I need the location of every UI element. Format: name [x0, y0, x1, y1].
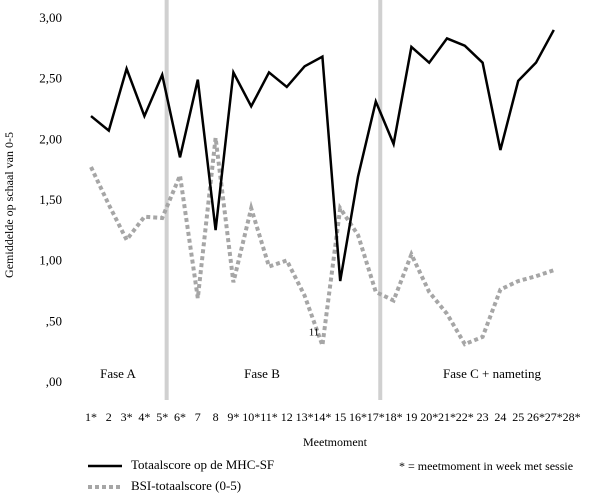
x-tick-label: 21*: [438, 410, 456, 424]
legend-label: BSI-totaalscore (0-5): [131, 478, 241, 493]
x-tick-label: 28*: [563, 410, 581, 424]
y-tick-label: 1,00: [39, 253, 62, 268]
y-tick-label: ,00: [46, 374, 62, 389]
x-tick-label: 12: [281, 410, 293, 424]
x-tick-label: 9*: [227, 410, 239, 424]
y-tick-label: 2,50: [39, 71, 62, 86]
x-tick-label: 14*: [313, 410, 331, 424]
x-tick-label: 7: [195, 410, 201, 424]
y-tick-label: 3,00: [39, 10, 62, 25]
y-tick-label: 2,00: [39, 131, 62, 146]
series-line: [89, 137, 555, 347]
x-tick-label: 8: [213, 410, 219, 424]
y-axis-label: Gemiddelde op schaal van 0-5: [2, 132, 16, 278]
x-axis-label: Meetmoment: [303, 435, 368, 449]
x-tick-label: 22*: [456, 410, 474, 424]
x-tick-label: 16*: [349, 410, 367, 424]
x-tick-label: 5*: [156, 410, 168, 424]
x-tick-label: 25: [512, 410, 524, 424]
annotation: 11: [309, 327, 320, 339]
x-tick-label: 13*: [296, 410, 314, 424]
x-tick-label: 1*: [85, 410, 97, 424]
x-tick-label: 18*: [385, 410, 403, 424]
phase-label: Fase A: [100, 366, 136, 381]
x-tick-label: 3*: [121, 410, 133, 424]
x-tick-label: 24: [494, 410, 506, 424]
legend-label: Totaalscore op de MHC-SF: [131, 457, 274, 472]
x-tick-label: 6*: [174, 410, 186, 424]
x-tick-label: 4*: [138, 410, 150, 424]
y-tick-label: ,50: [46, 313, 62, 328]
x-tick-label: 10*: [242, 410, 260, 424]
x-tick-label: 15: [334, 410, 346, 424]
x-tick-label: 20*: [420, 410, 438, 424]
y-tick-label: 1,50: [39, 192, 62, 207]
x-tick-label: 26*: [527, 410, 545, 424]
x-tick-label: 27*: [545, 410, 563, 424]
x-tick-label: 11*: [260, 410, 278, 424]
x-tick-label: 17*: [367, 410, 385, 424]
x-tick-label: 2: [106, 410, 112, 424]
footnote: * = meetmoment in week met sessie: [399, 459, 573, 473]
phase-label: Fase B: [244, 366, 280, 381]
x-tick-label: 19: [405, 410, 417, 424]
x-tick-label: 23: [477, 410, 489, 424]
series-line: [90, 29, 555, 282]
phase-label: Fase C + nameting: [443, 366, 541, 381]
